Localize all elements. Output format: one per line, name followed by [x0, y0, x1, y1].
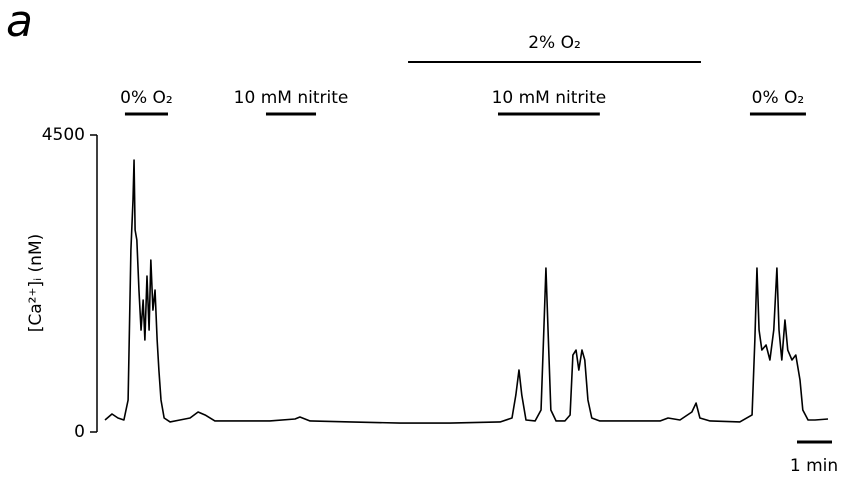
annotation-label: 10 mM nitrite [492, 88, 607, 108]
annotation-label: 10 mM nitrite [234, 88, 349, 108]
y-axis-label: [Ca²⁺]ᵢ (nM) [26, 234, 46, 333]
scale-bar-label: 1 min [790, 456, 838, 476]
trace [104, 159, 829, 424]
annotation-label: 2% O₂ [528, 33, 581, 53]
panel-label: a [6, 0, 33, 47]
annotation-label: 0% O₂ [752, 88, 805, 108]
y-tick-label: 4500 [42, 125, 85, 145]
y-tick-label: 0 [74, 422, 85, 442]
annotation-label: 0% O₂ [120, 88, 173, 108]
